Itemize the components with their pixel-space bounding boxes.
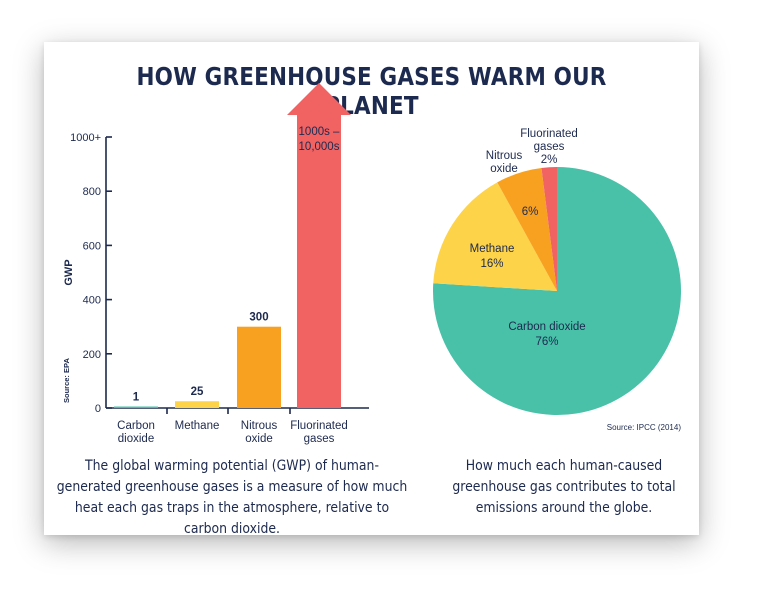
- source-epa: Source: EPA: [62, 358, 71, 403]
- pie-label-name: Fluorinated: [520, 128, 578, 140]
- bar-value-label: 10,000s: [299, 141, 340, 153]
- bar-carbon-dioxide: [114, 406, 158, 408]
- bar-value-label: 300: [249, 312, 268, 324]
- pie-slice-nitrous-oxide: [497, 167, 557, 291]
- pie-label-name: Methane: [470, 243, 515, 255]
- pie-label-name: oxide: [490, 163, 518, 175]
- pie-label-value: 6%: [522, 206, 539, 218]
- pie-slice-carbon-dioxide: [433, 167, 682, 415]
- source-ipcc: Source: IPCC (2014): [607, 423, 682, 432]
- charts-canvas: 0 200 400 600 800 1000+ GWP Source: EPA 1 Carbond…: [62, 83, 682, 445]
- y-tick-label: 400: [83, 295, 101, 307]
- x-category-label: Nitrous: [241, 420, 278, 432]
- bar-methane: [175, 401, 219, 408]
- pie-label-value: 2%: [541, 154, 558, 166]
- bar-nitrous-oxide: [237, 326, 281, 408]
- pie-label-name: gases: [534, 141, 565, 153]
- y-axis-label: GWP: [63, 259, 75, 285]
- bar-value-label: 1000s –: [299, 126, 341, 138]
- bar-value-label: 25: [191, 386, 204, 398]
- bar-chart-caption: The global warming potential (GWP) of hu…: [56, 458, 408, 537]
- y-tick-label: 0: [95, 403, 101, 415]
- x-category-label: dioxide: [118, 433, 154, 445]
- y-tick-label: 1000+: [70, 132, 101, 144]
- x-category-label: Carbon: [117, 420, 155, 432]
- y-tick-label: 800: [83, 186, 101, 198]
- x-category-label: oxide: [245, 433, 273, 445]
- pie-slice-methane: [433, 182, 557, 291]
- x-category-label: Methane: [175, 420, 220, 432]
- pie-label-name: Carbon dioxide: [508, 321, 585, 333]
- pie-label-name: Nitrous: [486, 150, 523, 162]
- x-category-label: Fluorinated: [290, 420, 348, 432]
- pie-slice-fluorinated-gases: [541, 167, 557, 291]
- page-title: HOW GREENHOUSE GASES WARM OUR PLANET: [136, 62, 607, 120]
- bar-value-label: 1: [133, 392, 140, 404]
- pie-label-value: 16%: [480, 258, 503, 270]
- y-tick-label: 600: [83, 240, 101, 252]
- bar-fluorinated-gases: [297, 115, 341, 408]
- x-category-label: gases: [304, 433, 335, 445]
- y-tick-label: 200: [83, 349, 101, 361]
- infographic-card: HOW GREENHOUSE GASES WARM OUR PLANET 0 20…: [44, 42, 699, 537]
- pie-label-value: 76%: [535, 336, 558, 348]
- pie-chart-caption: How much each human-caused greenhouse ga…: [452, 458, 676, 516]
- bar-arrowhead: [287, 83, 351, 115]
